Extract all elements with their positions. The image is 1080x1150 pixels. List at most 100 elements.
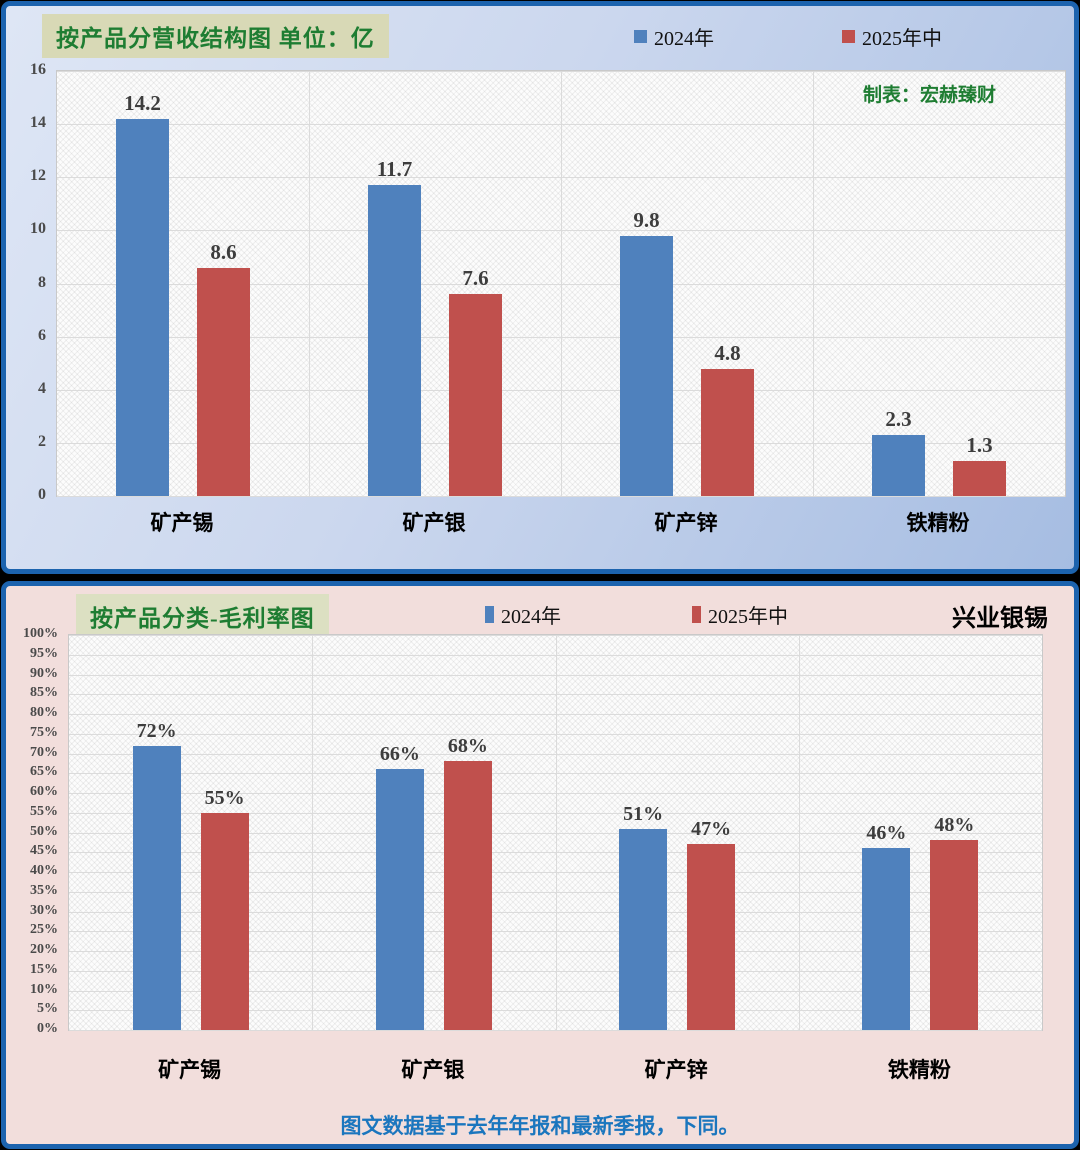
footnote: 图文数据基于去年年报和最新季报，下同。 [340,1114,740,1138]
y-tick-label: 4 [38,379,46,397]
y-axis: 16 14 12 10 8 6 4 2 0 [6,61,52,503]
bar-group-矿产锌: 9.8 4.8 [561,71,813,496]
y-tick-label: 15% [30,961,58,977]
y-tick-label: 12 [30,167,46,185]
bar-value-label: 11.7 [376,157,413,182]
y-tick-label: 100% [23,626,58,641]
revenue-chart-panel: 按产品分营收结构图 单位：亿 2024年 2025年中 16 14 12 10 8 6 4 2… [1,1,1079,574]
bar-2025年中-铁精粉: 48% [930,814,979,1030]
gridline-horizontal [69,1030,1042,1031]
x-category-label: 矿产锡 [150,511,214,535]
gridline-vertical [561,71,562,496]
y-tick-label: 65% [30,764,58,780]
y-tick-label: 85% [30,685,58,701]
x-category-label: 矿产锌 [644,1058,708,1082]
x-axis-category-labels: 矿产锡 矿产银 矿产锌 铁精粉 [68,1054,1041,1084]
x-category-label: 矿产锡 [158,1058,222,1082]
bar-value-label: 4.8 [714,340,741,365]
margin-chart-panel: 按产品分类-毛利率图 2024年 2025年中 兴业银锡 100% 95% 90% 8… [1,581,1079,1149]
y-tick-label: 40% [30,863,58,878]
bar-value-label: 66% [379,743,420,766]
y-tick-label: 0% [37,1021,58,1036]
x-category-label: 矿产锌 [654,511,718,535]
bar-2025年中-矿产锌: 4.8 [701,341,754,496]
gridline-horizontal [57,496,1065,497]
y-tick-label: 35% [30,882,58,898]
x-category-label: 铁精粉 [887,1058,951,1082]
gridline-vertical [309,71,310,496]
bar-value-label: 46% [866,822,907,845]
legend-item-2024: 2024年 [634,22,714,51]
legend-item-2024: 2024年 [485,600,561,629]
bar-group-铁精粉: 2.3 1.3 [813,71,1065,496]
plot-area: 14.2 8.6 11.7 7.6 9.8 4.8 2.3 1.3 [56,70,1066,497]
x-category-label: 矿产银 [401,1058,465,1082]
bar-2024年-矿产锌: 51% [619,803,668,1030]
bar-group-矿产银: 66% 68% [312,635,555,1030]
bar-group-矿产锡: 72% 55% [69,635,312,1030]
legend-swatch-2025mid-icon [842,30,855,43]
gridline-vertical [813,71,814,496]
legend-item-2025mid: 2025年中 [692,600,788,629]
y-tick-label: 45% [30,843,58,859]
bar-group-矿产锡: 14.2 8.6 [57,71,309,496]
y-tick-label: 10 [30,220,46,238]
bar-2024年-矿产银: 66% [375,743,424,1030]
legend-label-2024: 2024年 [501,606,561,628]
legend-swatch-2025mid-icon [692,606,701,623]
bar-2024年-矿产锡: 72% [132,720,181,1030]
y-tick-label: 0 [38,486,46,503]
legend-swatch-2024-icon [634,30,647,43]
bar-2025年中-矿产银: 68% [443,735,492,1030]
bar-value-label: 9.8 [633,207,660,232]
bar-value-label: 72% [136,719,177,742]
bar-value-label: 48% [934,814,975,837]
x-axis-category-labels: 矿产锡 矿产银 矿产锌 铁精粉 [56,507,1064,537]
y-tick-label: 5% [37,1001,58,1017]
bar-2025年中-铁精粉: 1.3 [953,433,1006,496]
x-category-label: 矿产银 [402,511,466,535]
y-tick-label: 20% [30,942,58,957]
company-name: 兴业银锡 [952,606,1048,632]
y-axis: 100% 95% 90% 85% 80% 75% 70% 65% 60% 55% 50% 45% 40%… [6,626,64,1036]
y-tick-label: 70% [30,744,58,760]
bar-value-label: 68% [447,735,488,758]
bar-value-label: 47% [691,818,732,841]
bar-value-label: 51% [623,802,664,825]
y-tick-label: 14 [30,114,46,132]
chart-title: 按产品分营收结构图 单位：亿 [42,14,389,58]
bar-2024年-矿产锌: 9.8 [620,208,673,496]
maker-note: 制表：宏赫臻财 [862,85,996,106]
bar-2025年中-矿产锡: 8.6 [197,240,250,496]
bar-2025年中-矿产锡: 55% [200,787,249,1030]
legend-label-2025mid: 2025年中 [862,28,942,50]
gridline-vertical [312,635,314,1030]
gridline-vertical [798,635,800,1030]
bar-value-label: 14.2 [124,90,161,115]
y-tick-label: 90% [30,665,58,681]
y-tick-label: 8 [38,273,46,291]
y-tick-label: 60% [30,784,58,799]
y-tick-label: 2 [38,432,46,450]
bar-2024年-矿产银: 11.7 [368,157,421,496]
plot-area: 72% 55% 66% 68% 51% 47% 46% 48% [68,634,1043,1031]
bar-2024年-铁精粉: 2.3 [872,407,925,496]
chart-title: 按产品分类-毛利率图 [76,594,329,638]
y-tick-label: 6 [38,326,46,344]
y-tick-label: 55% [30,803,58,819]
y-tick-label: 10% [30,981,58,997]
legend-swatch-2024-icon [485,606,494,623]
gridline-vertical [555,635,557,1030]
bar-group-矿产锌: 51% 47% [556,635,799,1030]
legend-label-2024: 2024年 [654,28,714,50]
bar-group-铁精粉: 46% 48% [799,635,1042,1030]
y-tick-label: 95% [30,645,58,661]
bar-value-label: 55% [204,786,245,809]
bar-2025年中-矿产锌: 47% [687,818,736,1030]
bar-2024年-铁精粉: 46% [862,822,911,1030]
bar-value-label: 2.3 [885,406,912,431]
bar-value-label: 7.6 [462,266,489,291]
bar-group-矿产银: 11.7 7.6 [309,71,561,496]
y-tick-label: 16 [30,61,46,78]
legend-item-2025mid: 2025年中 [842,22,942,51]
